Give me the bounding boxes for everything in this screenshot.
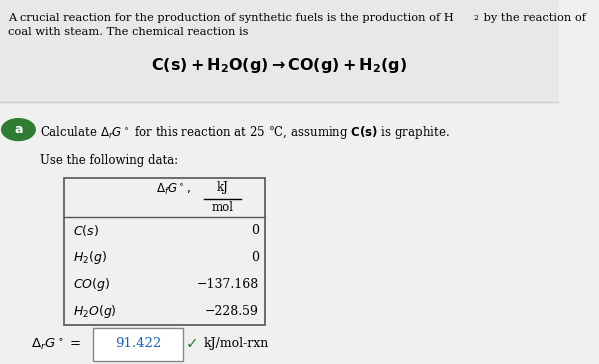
Text: by the reaction of: by the reaction of: [480, 13, 586, 23]
Text: 2: 2: [474, 14, 479, 22]
Text: Use the following data:: Use the following data:: [40, 154, 179, 167]
Text: $C(s)$: $C(s)$: [72, 223, 99, 238]
Text: mol: mol: [211, 201, 234, 214]
Text: −137.168: −137.168: [196, 278, 259, 290]
FancyBboxPatch shape: [0, 0, 559, 102]
Text: $H_2(g)$: $H_2(g)$: [72, 249, 107, 266]
Circle shape: [2, 119, 35, 141]
Text: ✓: ✓: [186, 336, 199, 352]
Text: $\Delta_r G^\circ$ =: $\Delta_r G^\circ$ =: [31, 336, 81, 352]
Text: $CO(g)$: $CO(g)$: [72, 276, 110, 293]
Text: $\mathbf{C(s) + H_2O(g) \rightarrow CO(g) + H_2(g)}$: $\mathbf{C(s) + H_2O(g) \rightarrow CO(g…: [152, 56, 407, 75]
Text: kJ/mol-rxn: kJ/mol-rxn: [204, 337, 270, 351]
Text: coal with steam. The chemical reaction is: coal with steam. The chemical reaction i…: [8, 27, 249, 37]
Text: A crucial reaction for the production of synthetic fuels is the production of H: A crucial reaction for the production of…: [8, 13, 454, 23]
Text: −228.59: −228.59: [205, 305, 259, 318]
Text: a: a: [14, 123, 23, 136]
FancyBboxPatch shape: [93, 328, 183, 361]
Text: 0: 0: [251, 223, 259, 237]
Text: 0: 0: [251, 251, 259, 264]
Text: kJ: kJ: [216, 181, 228, 194]
Text: $\Delta_f G^\circ$,: $\Delta_f G^\circ$,: [156, 182, 190, 197]
Text: 91.422: 91.422: [115, 337, 161, 351]
Text: Calculate $\Delta_r G^\circ$ for this reaction at 25 °C, assuming $\mathbf{C(s)}: Calculate $\Delta_r G^\circ$ for this re…: [40, 124, 450, 141]
Text: $H_2O(g)$: $H_2O(g)$: [72, 303, 116, 320]
